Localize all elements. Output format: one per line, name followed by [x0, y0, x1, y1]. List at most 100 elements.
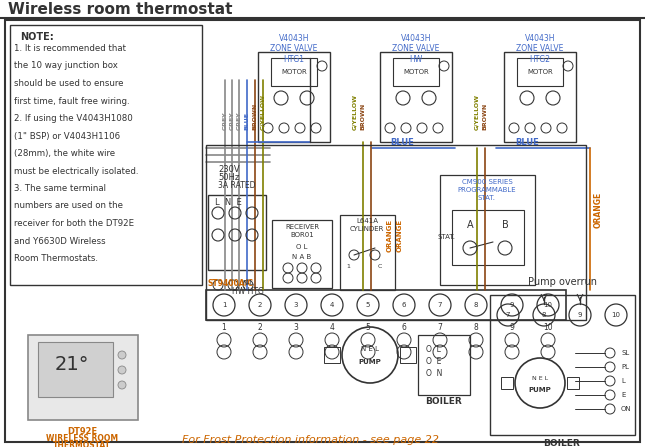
Text: PL: PL [621, 364, 629, 370]
Text: should be used to ensure: should be used to ensure [14, 79, 123, 88]
Text: L641A: L641A [356, 218, 378, 224]
Bar [28, 335, 138, 420]
Text: PUMP: PUMP [529, 387, 551, 393]
Text: 6: 6 [402, 324, 406, 333]
Text: V4043H
ZONE VALVE
HTG2: V4043H ZONE VALVE HTG2 [516, 34, 564, 64]
Circle shape [118, 381, 126, 389]
Text: 2: 2 [257, 324, 263, 333]
Text: 9: 9 [510, 302, 514, 308]
Text: Room Thermostats.: Room Thermostats. [14, 254, 98, 263]
Bar [258, 52, 330, 142]
Text: WIRELESS ROOM: WIRELESS ROOM [46, 434, 118, 443]
Text: O L: O L [296, 244, 308, 250]
Text: BLUE: BLUE [244, 112, 250, 130]
Text: 5: 5 [366, 302, 370, 308]
Bar [272, 220, 332, 288]
Text: receiver for both the DT92E: receiver for both the DT92E [14, 219, 134, 228]
Text: V4043H
ZONE VALVE
HTG1: V4043H ZONE VALVE HTG1 [270, 34, 318, 64]
Text: 7: 7 [437, 324, 442, 333]
Text: N A B: N A B [292, 254, 312, 260]
Text: first time, fault free wiring.: first time, fault free wiring. [14, 97, 130, 105]
Text: HW HTG: HW HTG [232, 287, 264, 296]
Text: L  N  E: L N E [215, 198, 242, 207]
Bar [567, 377, 579, 389]
Text: 3A RATED: 3A RATED [218, 181, 255, 190]
Text: and Y6630D Wireless: and Y6630D Wireless [14, 236, 106, 245]
Text: 8: 8 [542, 312, 546, 318]
Text: CM900 SERIES: CM900 SERIES [462, 179, 512, 185]
Text: GREY: GREY [237, 111, 241, 130]
Text: 9: 9 [578, 312, 582, 318]
Bar [380, 52, 452, 142]
Text: ST9400A/C: ST9400A/C [208, 278, 254, 287]
Text: 7: 7 [506, 312, 510, 318]
Text: (1" BSP) or V4043H1106: (1" BSP) or V4043H1106 [14, 131, 120, 140]
Text: 4: 4 [330, 302, 334, 308]
Text: STAT.: STAT. [438, 234, 456, 240]
Text: C: C [378, 265, 382, 270]
Text: 8: 8 [473, 302, 478, 308]
Text: (28mm), the white wire: (28mm), the white wire [14, 149, 115, 158]
Text: NOTE:: NOTE: [20, 32, 54, 42]
Text: SL: SL [621, 350, 630, 356]
Text: ORANGE: ORANGE [397, 219, 403, 252]
Text: numbers are used on the: numbers are used on the [14, 202, 123, 211]
Text: 50Hz: 50Hz [218, 173, 239, 182]
Text: 3: 3 [293, 302, 298, 308]
Text: 10: 10 [611, 312, 620, 318]
Text: O  N: O N [426, 369, 442, 378]
Text: 1: 1 [222, 302, 226, 308]
Text: 2: 2 [258, 302, 262, 308]
Bar [418, 335, 470, 395]
Text: G/YELLOW: G/YELLOW [353, 94, 357, 130]
Text: 10: 10 [543, 324, 553, 333]
Text: V4043H
ZONE VALVE
HW: V4043H ZONE VALVE HW [392, 34, 440, 64]
Text: N E L: N E L [361, 346, 379, 352]
Text: E: E [621, 392, 626, 398]
Text: 2. If using the V4043H1080: 2. If using the V4043H1080 [14, 114, 133, 123]
Text: Wireless room thermostat: Wireless room thermostat [8, 2, 232, 17]
Text: 4: 4 [330, 324, 335, 333]
Text: CYLINDER: CYLINDER [350, 226, 384, 232]
Text: the 10 way junction box: the 10 way junction box [14, 62, 118, 71]
Text: RECEIVER: RECEIVER [285, 224, 319, 230]
Bar [10, 25, 202, 285]
Text: 7: 7 [438, 302, 442, 308]
Bar [501, 377, 513, 389]
Text: O  L: O L [426, 345, 441, 354]
Text: GREY: GREY [223, 111, 228, 130]
Text: BOILER: BOILER [426, 397, 462, 406]
Text: 1: 1 [346, 265, 350, 270]
Text: Pump overrun: Pump overrun [528, 277, 597, 287]
Text: 5: 5 [366, 324, 370, 333]
Bar [340, 215, 395, 290]
Text: O  E: O E [426, 357, 441, 366]
Text: MOTOR: MOTOR [403, 69, 429, 75]
Bar [38, 342, 113, 397]
Text: GREY: GREY [230, 111, 235, 130]
Text: 230V: 230V [218, 165, 240, 174]
Text: ORANGE: ORANGE [593, 192, 602, 228]
Bar [206, 290, 566, 320]
Text: BROWN: BROWN [252, 103, 257, 130]
Text: G/YELLOW: G/YELLOW [475, 94, 479, 130]
Text: For Frost Protection information - see page 22: For Frost Protection information - see p… [181, 435, 439, 445]
Text: BOILER: BOILER [544, 439, 580, 447]
Text: 8: 8 [473, 324, 479, 333]
Bar [440, 175, 535, 285]
Circle shape [118, 351, 126, 359]
Text: 21°: 21° [55, 355, 89, 375]
Bar [490, 295, 635, 435]
Text: 9: 9 [510, 324, 515, 333]
Text: MOTOR: MOTOR [281, 69, 307, 75]
Text: G/YELLOW: G/YELLOW [261, 94, 266, 130]
Bar [393, 58, 439, 86]
Text: 6: 6 [402, 302, 406, 308]
Text: PUMP: PUMP [359, 359, 381, 365]
Text: L: L [621, 378, 625, 384]
Text: PROGRAMMABLE: PROGRAMMABLE [458, 187, 516, 193]
Bar [452, 210, 524, 265]
Text: A: A [467, 220, 473, 230]
Bar [504, 52, 576, 142]
Text: MOTOR: MOTOR [527, 69, 553, 75]
